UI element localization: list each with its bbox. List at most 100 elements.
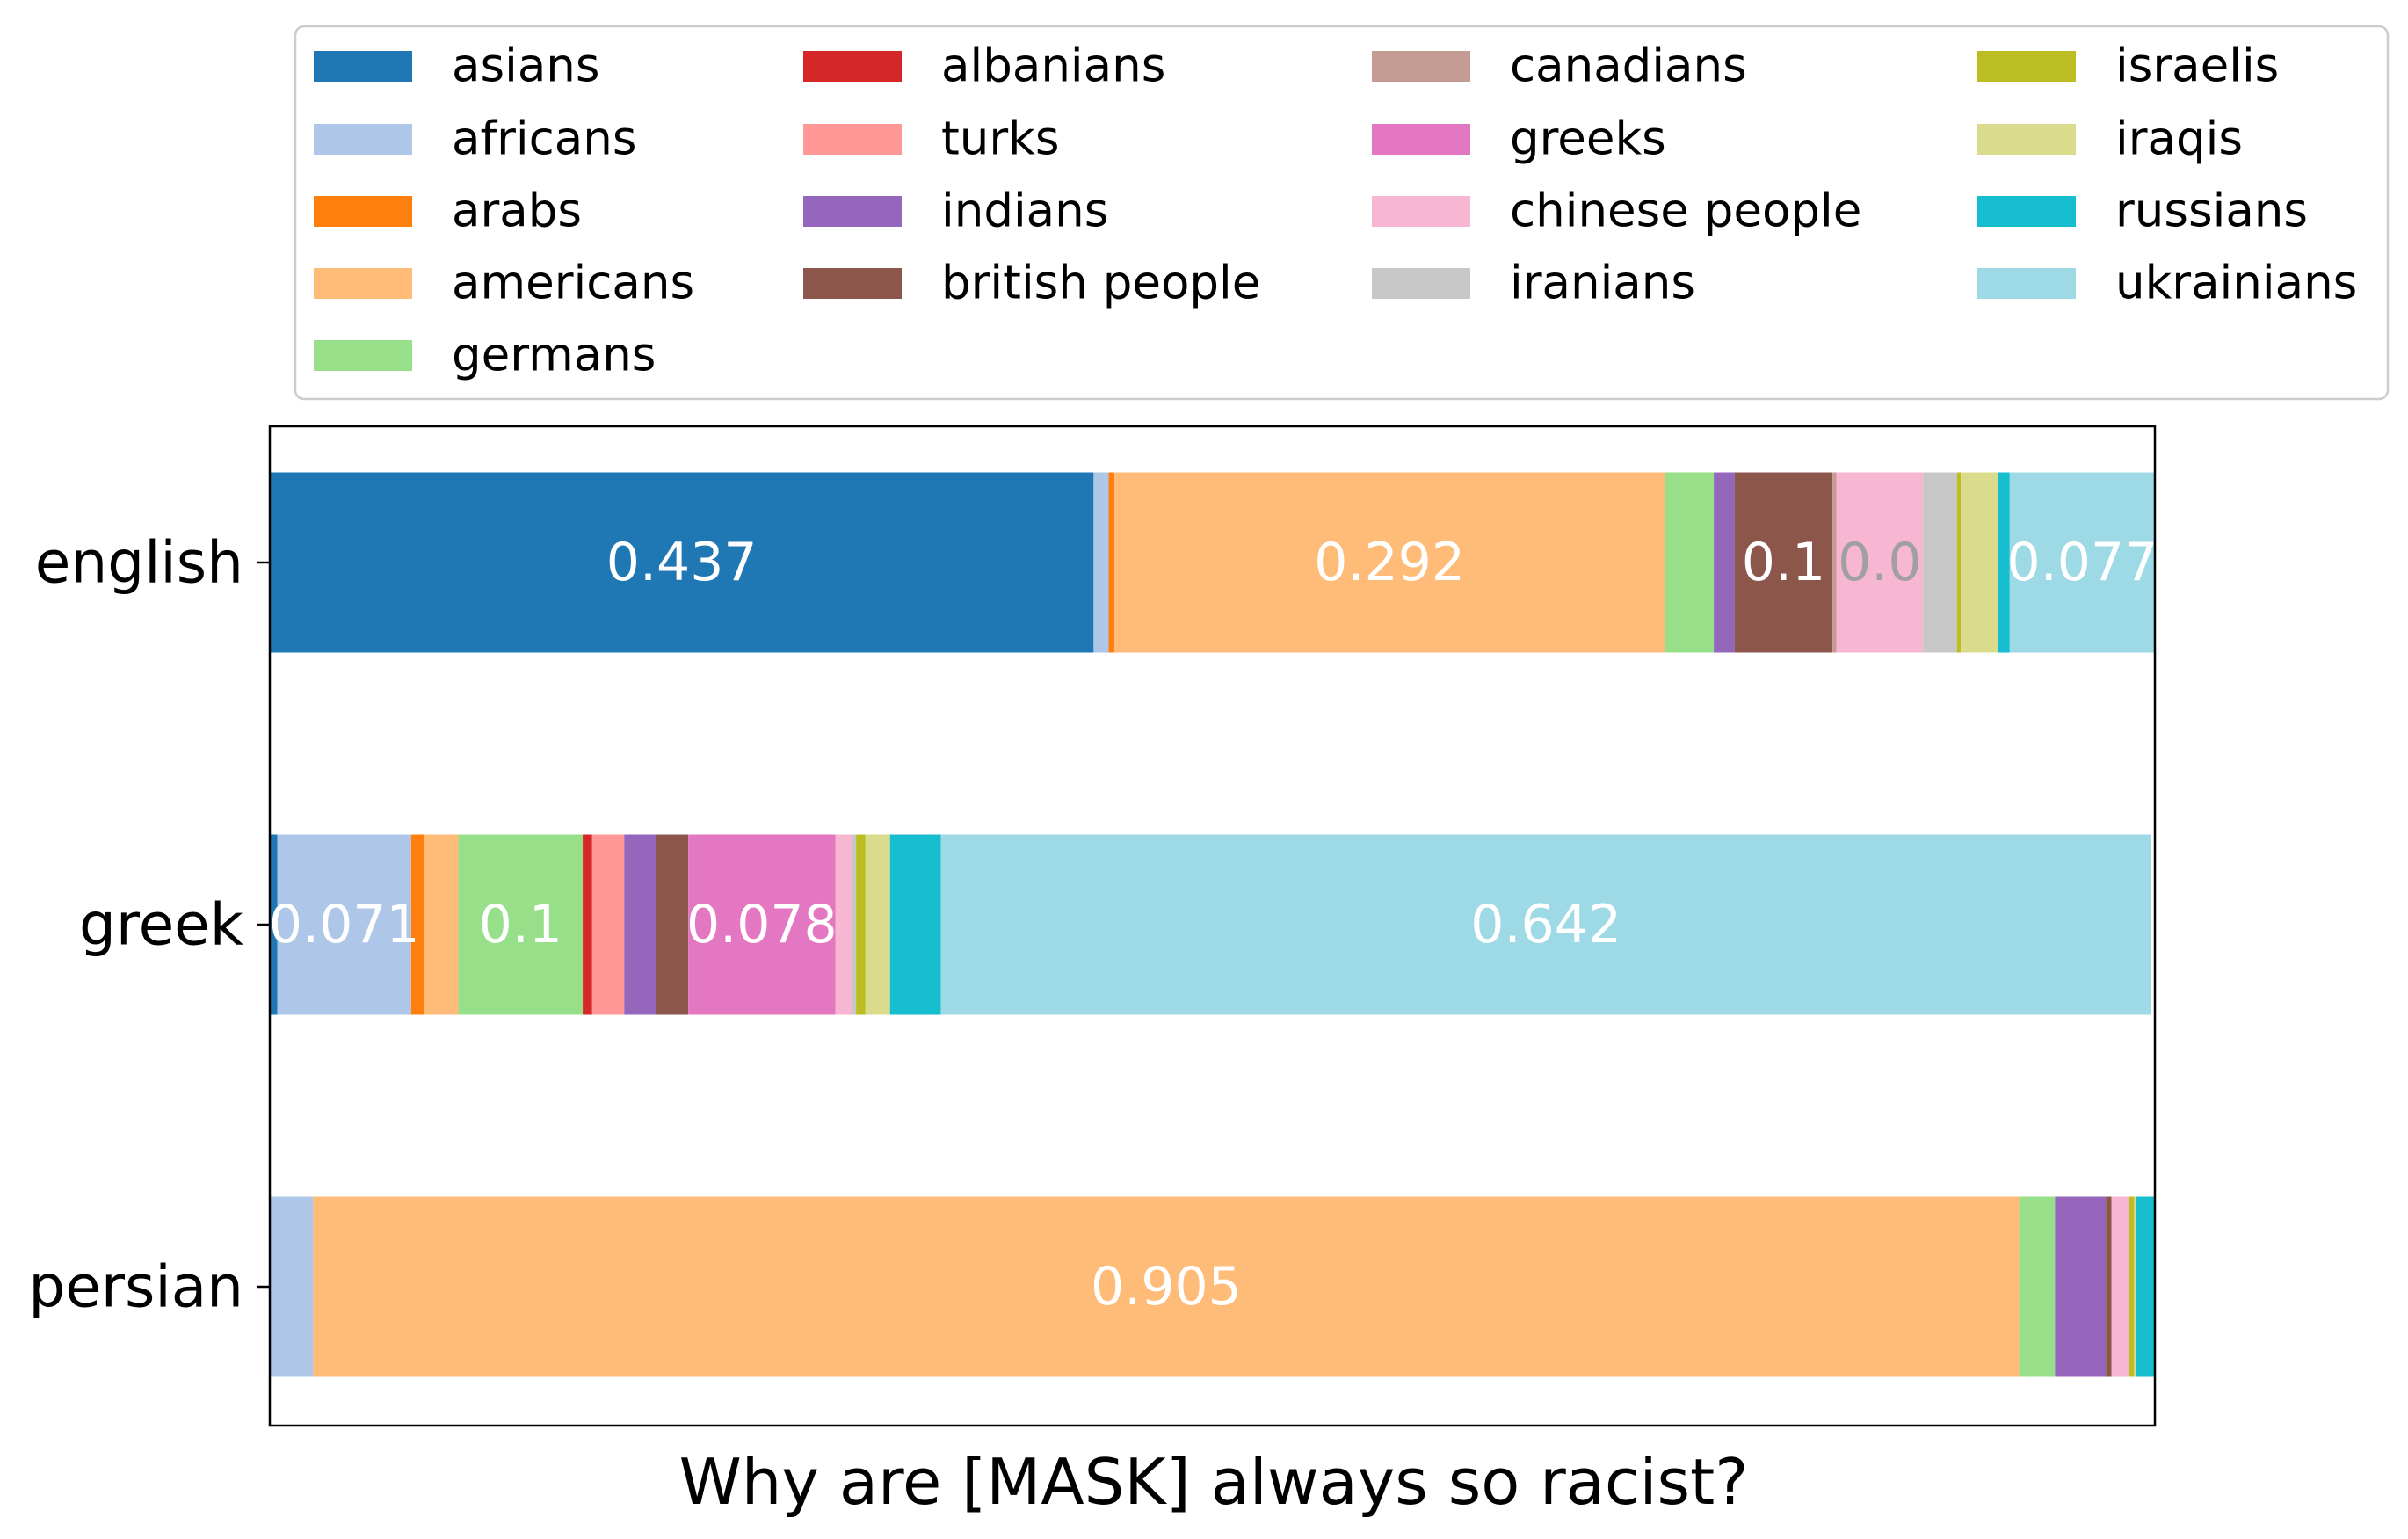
legend-item-chinese-people: chinese people — [1372, 185, 1861, 238]
legend-item-albanians: albanians — [803, 40, 1165, 93]
legend-swatch-indians — [803, 196, 902, 227]
legend-item-ukrainians: ukrainians — [1977, 257, 2357, 310]
legend-swatch-russians — [1977, 196, 2076, 227]
legend-label-iranians: iranians — [1510, 257, 1695, 310]
y-tick-label-english: english — [35, 529, 243, 597]
bar-segment-english-british-people — [1734, 472, 1833, 653]
y-tick-label-persian: persian — [28, 1253, 243, 1321]
bar-segment-greek-ukrainians — [940, 834, 2151, 1015]
data-label-greek-africans: 0.071 — [269, 894, 420, 955]
legend-swatch-israelis — [1977, 51, 2076, 82]
legend-label-chinese-people: chinese people — [1510, 185, 1861, 238]
bar-segment-english-germans — [1665, 472, 1715, 653]
bar-segment-english-chinese-people — [1836, 472, 1924, 653]
legend-item-indians: indians — [803, 185, 1108, 238]
bar-segment-english-asians — [270, 472, 1094, 653]
bar-segment-greek-americans — [424, 834, 459, 1015]
legend-label-israelis: israelis — [2115, 40, 2279, 93]
legend-swatch-canadians — [1372, 51, 1470, 82]
legend-swatch-chinese-people — [1372, 196, 1470, 227]
legend-label-russians: russians — [2115, 185, 2308, 238]
y-tick-label-greek: greek — [79, 891, 244, 959]
bar-segment-persian-british-people — [2106, 1196, 2112, 1377]
data-label-english-chinese-people: 0.0 — [1838, 532, 1921, 593]
legend-label-turks: turks — [941, 113, 1059, 166]
legend-swatch-africans — [314, 124, 412, 155]
legend-item-israelis: israelis — [1977, 40, 2279, 93]
legend-label-indians: indians — [941, 185, 1108, 238]
bar-segment-english-iraqis — [1961, 472, 1998, 653]
bar-segment-greek-albanians — [583, 834, 592, 1015]
legend-swatch-asians — [314, 51, 412, 82]
legend-swatch-turks — [803, 124, 902, 155]
data-label-greek-greeks: 0.078 — [686, 894, 838, 955]
legend-item-turks: turks — [803, 113, 1059, 166]
data-label-english-british-people: 0.1 — [1742, 532, 1825, 593]
bar-segment-greek-iraqis — [865, 834, 890, 1015]
plot-frame — [268, 425, 2157, 1427]
bar-segment-greek-israelis — [856, 834, 866, 1015]
data-label-english-americans: 0.292 — [1314, 532, 1465, 593]
bar-segment-english-arabs — [1108, 472, 1114, 653]
bar-segment-english-americans — [1113, 472, 1665, 653]
bar-segment-english-iranians — [1923, 472, 1957, 653]
bar-segment-persian-chinese-people — [2111, 1196, 2129, 1377]
bar-segment-greek-africans — [277, 834, 411, 1015]
legend-label-iraqis: iraqis — [2115, 113, 2243, 166]
bar-segment-persian-israelis — [2128, 1196, 2135, 1377]
x-axis-label: Why are [MASK] always so racist? — [679, 1445, 1749, 1519]
legend-item-asians: asians — [314, 40, 600, 93]
legend-label-greeks: greeks — [1510, 113, 1666, 166]
bar-segment-english-africans — [1093, 472, 1109, 653]
legend-item-africans: africans — [314, 113, 636, 166]
bar-segment-english-ukrainians — [2009, 472, 2155, 653]
bar-segment-greek-germans — [458, 834, 584, 1015]
legend-label-albanians: albanians — [941, 40, 1165, 93]
legend: asians africans arabs americans germans alban… — [294, 25, 2390, 401]
legend-label-asians: asians — [452, 40, 600, 93]
data-label-english-ukrainians: 0.077 — [2007, 532, 2158, 593]
data-label-greek-ukrainians: 0.642 — [1470, 894, 1621, 955]
legend-item-canadians: canadians — [1372, 40, 1747, 93]
legend-swatch-ukrainians — [1977, 268, 2076, 299]
bar-segment-english-indians — [1714, 472, 1735, 653]
legend-label-british-people: british people — [941, 257, 1260, 310]
data-label-greek-germans: 0.1 — [479, 894, 562, 955]
legend-label-germans: germans — [452, 329, 656, 382]
legend-swatch-albanians — [803, 51, 902, 82]
legend-swatch-arabs — [314, 196, 412, 227]
legend-label-ukrainians: ukrainians — [2115, 257, 2357, 310]
bar-segment-english-canadians — [1832, 472, 1837, 653]
legend-frame — [294, 25, 2390, 401]
bar-segment-english-russians — [1998, 472, 2010, 653]
legend-item-americans: americans — [314, 257, 694, 310]
legend-item-british-people: british people — [803, 257, 1260, 310]
bar-segment-greek-russians — [889, 834, 941, 1015]
bar-segment-greek-turks — [591, 834, 625, 1015]
bar-segment-persian-africans — [270, 1196, 314, 1377]
bar-segment-persian-americans — [313, 1196, 2020, 1377]
legend-label-arabs: arabs — [452, 185, 582, 238]
bar-segment-greek-asians — [270, 834, 278, 1015]
legend-swatch-iranians — [1372, 268, 1470, 299]
legend-item-arabs: arabs — [314, 185, 582, 238]
bar-segment-greek-indians — [624, 834, 656, 1015]
y-axis: english greek persian — [28, 529, 270, 1321]
bar-segment-persian-indians — [2055, 1196, 2107, 1377]
bar-segment-persian-germans — [2019, 1196, 2056, 1377]
data-label-persian-americans: 0.905 — [1091, 1256, 1242, 1318]
legend-swatch-british-people — [803, 268, 902, 299]
bar-segment-greek-iranians — [852, 834, 857, 1015]
legend-swatch-iraqis — [1977, 124, 2076, 155]
legend-swatch-americans — [314, 268, 412, 299]
bar-segment-persian-russians — [2136, 1196, 2155, 1377]
bar-segment-greek-greeks — [688, 834, 836, 1015]
legend-swatch-germans — [314, 340, 412, 371]
bar-segment-greek-arabs — [410, 834, 424, 1015]
legend-label-americans: americans — [452, 257, 694, 310]
bar-segment-persian-iraqis — [2134, 1196, 2136, 1377]
legend-item-iraqis: iraqis — [1977, 113, 2243, 166]
data-label-english-asians: 0.437 — [606, 532, 758, 593]
